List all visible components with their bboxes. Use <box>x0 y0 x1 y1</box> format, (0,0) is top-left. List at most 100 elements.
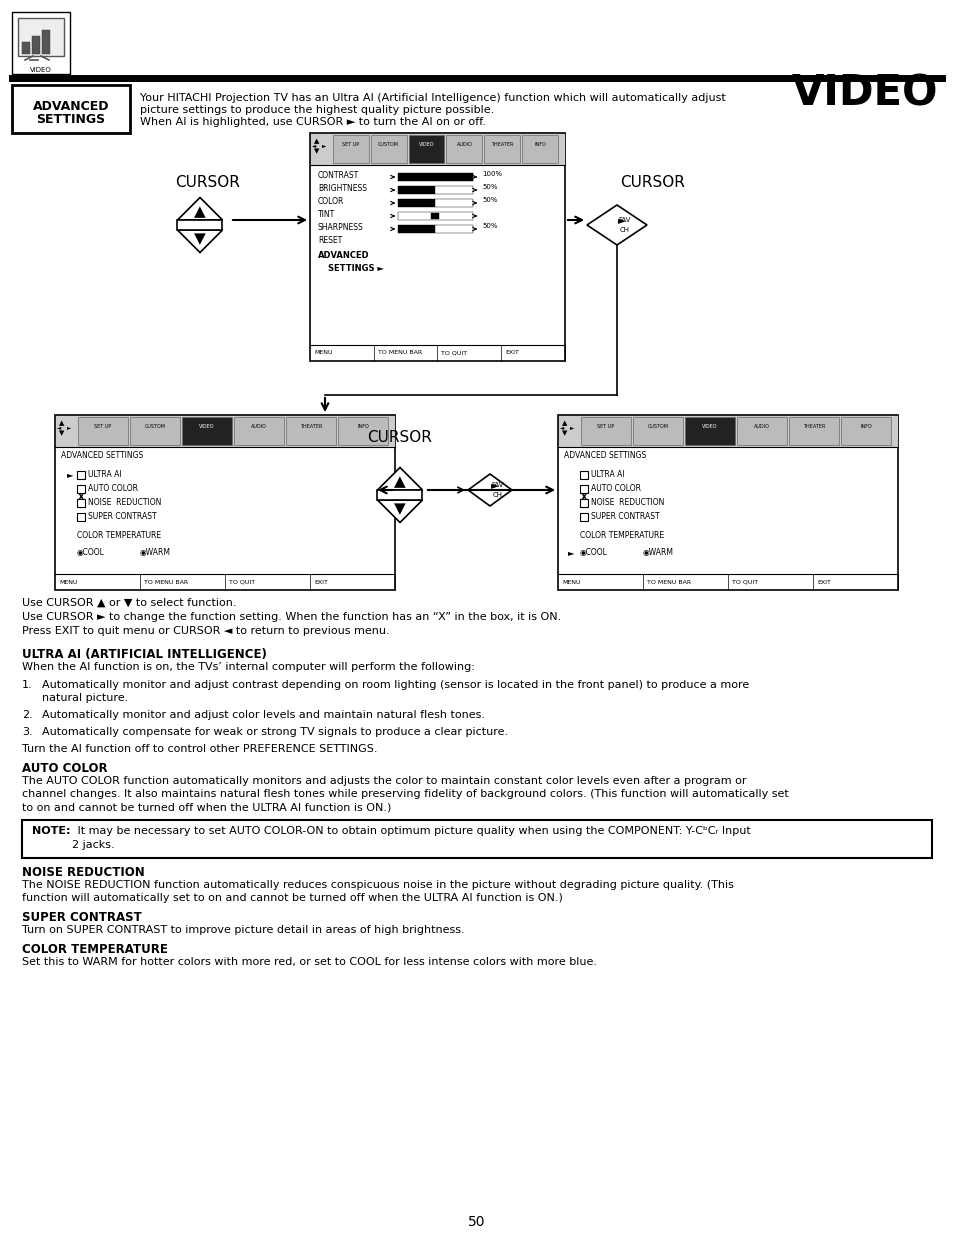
Text: ▲: ▲ <box>193 204 206 219</box>
Bar <box>22 820 931 858</box>
Bar <box>633 417 682 445</box>
Bar <box>130 417 180 445</box>
Text: THEATER: THEATER <box>299 425 322 430</box>
Text: ADVANCED: ADVANCED <box>317 251 369 261</box>
Bar <box>286 417 335 445</box>
Text: ▲: ▲ <box>561 420 567 426</box>
Text: 3.: 3. <box>22 727 32 737</box>
Bar <box>371 135 406 163</box>
Bar <box>22 42 30 54</box>
Text: VIDEO: VIDEO <box>701 425 717 430</box>
Bar <box>333 135 369 163</box>
Bar <box>558 415 897 590</box>
Polygon shape <box>177 230 222 252</box>
Text: to on and cannot be turned off when the ULTRA AI function is ON.): to on and cannot be turned off when the … <box>22 802 391 811</box>
Text: 2.: 2. <box>22 710 32 720</box>
Text: SHARPNESS: SHARPNESS <box>317 224 363 232</box>
Text: 50%: 50% <box>481 198 497 203</box>
Text: ◄: ◄ <box>57 425 61 430</box>
Text: INFO: INFO <box>534 142 545 147</box>
Bar <box>397 212 473 220</box>
Text: natural picture.: natural picture. <box>42 693 128 703</box>
Text: Automatically compensate for weak or strong TV signals to produce a clear pictur: Automatically compensate for weak or str… <box>42 727 508 737</box>
Text: NOISE  REDUCTION: NOISE REDUCTION <box>88 498 161 508</box>
Text: FAV: FAV <box>618 217 631 224</box>
Text: MENU: MENU <box>314 351 333 356</box>
Bar <box>558 415 897 447</box>
Text: The AUTO COLOR function automatically monitors and adjusts the color to maintain: The AUTO COLOR function automatically mo… <box>22 776 745 785</box>
Bar <box>78 417 128 445</box>
Text: TINT: TINT <box>317 210 335 219</box>
Bar <box>310 133 564 361</box>
Text: ADVANCED: ADVANCED <box>32 100 110 112</box>
Text: COLOR TEMPERATURE: COLOR TEMPERATURE <box>579 531 663 540</box>
Bar <box>182 417 232 445</box>
Text: MENU: MENU <box>59 579 77 584</box>
Bar <box>77 485 85 493</box>
Bar <box>521 135 558 163</box>
Text: ◉COOL: ◉COOL <box>77 548 105 557</box>
Polygon shape <box>468 474 512 506</box>
Text: Automatically monitor and adjust color levels and maintain natural flesh tones.: Automatically monitor and adjust color l… <box>42 710 484 720</box>
Text: ◉COOL: ◉COOL <box>579 548 607 557</box>
Bar <box>18 19 64 56</box>
Text: COLOR: COLOR <box>317 198 344 206</box>
Text: ▼: ▼ <box>394 501 405 516</box>
Text: CUSTOM: CUSTOM <box>377 142 399 147</box>
Bar <box>42 30 50 54</box>
Text: ▼: ▼ <box>193 231 206 246</box>
Text: VIDEO: VIDEO <box>791 73 937 115</box>
Text: CUSTOM: CUSTOM <box>144 425 165 430</box>
Text: NOTE:: NOTE: <box>32 826 71 836</box>
Text: The NOISE REDUCTION function automatically reduces conspicuous noise in the pict: The NOISE REDUCTION function automatical… <box>22 881 733 890</box>
Text: INFO: INFO <box>356 425 369 430</box>
Bar <box>579 513 587 521</box>
Polygon shape <box>377 500 422 522</box>
Text: CURSOR: CURSOR <box>619 175 684 190</box>
Text: THEATER: THEATER <box>802 425 824 430</box>
Text: SETTINGS: SETTINGS <box>36 112 106 126</box>
Text: EXIT: EXIT <box>505 351 518 356</box>
Text: AUDIO: AUDIO <box>251 425 267 430</box>
Text: ►: ► <box>322 143 326 148</box>
Text: When AI is highlighted, use CURSOR ► to turn the AI on or off.: When AI is highlighted, use CURSOR ► to … <box>140 117 485 127</box>
Text: COLOR TEMPERATURE: COLOR TEMPERATURE <box>22 944 168 956</box>
Text: THEATER: THEATER <box>491 142 513 147</box>
Bar <box>435 186 473 194</box>
Bar <box>55 415 395 447</box>
Text: BRIGHTNESS: BRIGHTNESS <box>317 184 367 193</box>
Text: CH: CH <box>619 227 629 233</box>
Text: 100%: 100% <box>481 170 501 177</box>
Text: ▼: ▼ <box>561 430 567 436</box>
Text: ◄: ◄ <box>312 143 315 148</box>
Bar <box>397 225 435 233</box>
Text: 2 jacks.: 2 jacks. <box>71 840 114 850</box>
Text: X: X <box>78 493 85 501</box>
Bar <box>177 220 222 230</box>
Bar <box>377 490 422 500</box>
Text: Turn the AI function off to control other PREFERENCE SETTINGS.: Turn the AI function off to control othe… <box>22 743 377 755</box>
Text: AUDIO: AUDIO <box>753 425 769 430</box>
Text: It may be necessary to set AUTO COLOR-ON to obtain optimum picture quality when : It may be necessary to set AUTO COLOR-ON… <box>74 826 750 836</box>
Text: picture settings to produce the highest quality picture possible.: picture settings to produce the highest … <box>140 105 494 115</box>
Text: ULTRA AI: ULTRA AI <box>88 471 121 479</box>
Text: RESET: RESET <box>317 236 342 245</box>
Text: ▲: ▲ <box>314 138 319 144</box>
Text: ▲: ▲ <box>394 474 405 489</box>
Text: ►: ► <box>567 548 574 557</box>
Text: channel changes. It also maintains natural flesh tones while preserving fidelity: channel changes. It also maintains natur… <box>22 789 788 799</box>
Text: AUTO COLOR: AUTO COLOR <box>88 484 138 493</box>
Text: Your HITACHI Projection TV has an Ultra AI (Artificial Intelligence) function wh: Your HITACHI Projection TV has an Ultra … <box>140 93 725 103</box>
Bar <box>580 417 630 445</box>
Text: 50%: 50% <box>481 184 497 190</box>
Text: TO QUIT: TO QUIT <box>441 351 467 356</box>
Bar <box>579 485 587 493</box>
Text: Use CURSOR ► to change the function setting. When the function has an “X” in the: Use CURSOR ► to change the function sett… <box>22 613 560 622</box>
Text: SETTINGS ►: SETTINGS ► <box>328 264 383 273</box>
Text: ADVANCED SETTINGS: ADVANCED SETTINGS <box>61 451 143 459</box>
Text: TO MENU BAR: TO MENU BAR <box>144 579 188 584</box>
Text: EXIT: EXIT <box>314 579 328 584</box>
Bar <box>397 173 473 182</box>
Text: ◄: ◄ <box>559 425 563 430</box>
Text: function will automatically set to on and cannot be turned off when the ULTRA AI: function will automatically set to on an… <box>22 893 562 903</box>
